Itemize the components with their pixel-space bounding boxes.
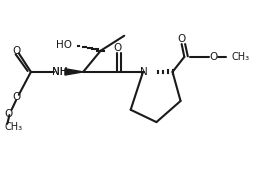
Text: N: N [140, 67, 148, 77]
Text: CH₃: CH₃ [4, 122, 22, 132]
Text: O: O [113, 43, 121, 53]
Polygon shape [65, 69, 83, 75]
Text: O: O [12, 92, 20, 102]
Text: HO: HO [56, 40, 72, 50]
Text: O: O [4, 109, 12, 119]
Text: CH₃: CH₃ [231, 52, 250, 62]
Text: NH: NH [52, 67, 67, 77]
Text: O: O [178, 34, 186, 44]
Text: O: O [209, 52, 217, 62]
Text: O: O [12, 46, 20, 56]
Text: NH: NH [52, 67, 67, 77]
